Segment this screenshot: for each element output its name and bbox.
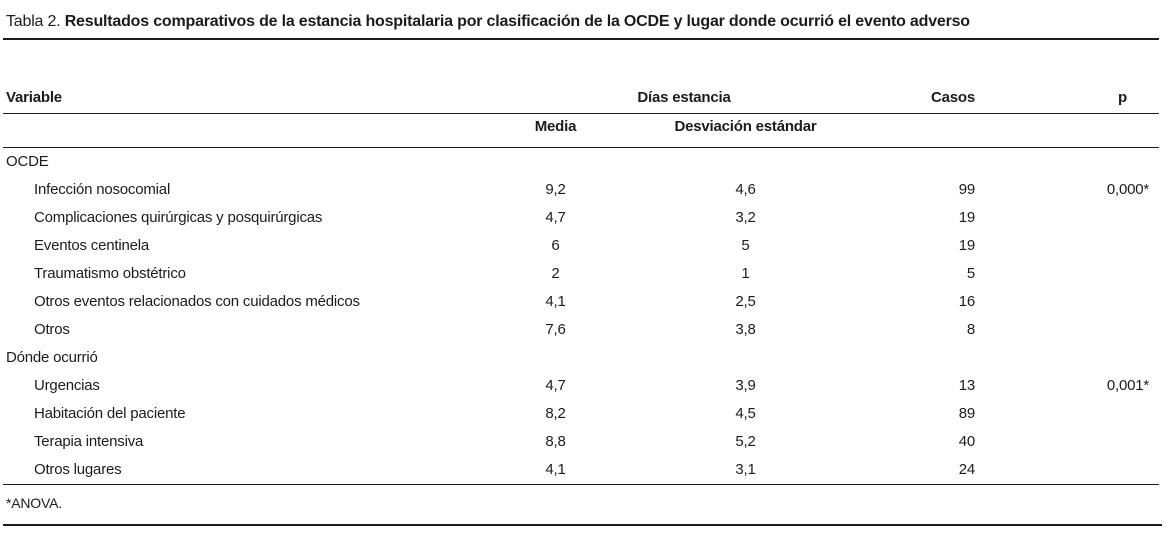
cell-sd: 5,2 bbox=[735, 433, 756, 450]
table-row: Urgencias 4,7 3,9 13 0,001* bbox=[3, 372, 1159, 400]
cell-casos: 99 bbox=[958, 181, 976, 198]
table-caption: Tabla 2. Resultados comparativos de la e… bbox=[3, 0, 1159, 40]
table-row: Habitación del paciente 8,2 4,5 89 bbox=[3, 400, 1159, 428]
cell-sd: 3,1 bbox=[603, 456, 889, 485]
cell-casos: 19 bbox=[958, 209, 976, 226]
cell-media: 7,6 bbox=[545, 321, 566, 338]
column-header-desviacion: Desviación estándar bbox=[603, 113, 889, 148]
cell-sd: 1 bbox=[741, 265, 750, 282]
table-title: Resultados comparativos de la estancia h… bbox=[64, 13, 970, 30]
header-spacer bbox=[3, 113, 508, 148]
header-row-sub: Media Desviación estándar bbox=[3, 113, 1160, 148]
cell-casos: 40 bbox=[958, 433, 976, 450]
column-header-dias-estancia: Días estancia bbox=[508, 40, 889, 114]
cell-casos: 19 bbox=[958, 237, 976, 254]
table-group-row: OCDE bbox=[3, 148, 1159, 177]
table-row: Otros 7,6 3,8 8 bbox=[3, 316, 1159, 344]
cell-media: 2 bbox=[551, 265, 560, 282]
table-number: Tabla 2. bbox=[6, 13, 61, 30]
results-table: Variable Días estancia Casos p Media Des… bbox=[3, 40, 1160, 485]
column-header-casos: Casos bbox=[888, 40, 979, 114]
column-header-media: Media bbox=[508, 113, 603, 148]
cell-casos: 16 bbox=[958, 293, 976, 310]
header-row-top: Variable Días estancia Casos p bbox=[3, 40, 1160, 114]
cell-casos: 5 bbox=[966, 265, 976, 282]
cell-p bbox=[978, 428, 1159, 456]
cell-sd: 5 bbox=[741, 237, 750, 254]
group-label: OCDE bbox=[6, 153, 49, 170]
cell-media: 4,7 bbox=[545, 377, 566, 394]
cell-p bbox=[978, 400, 1159, 428]
table-footnote: *ANOVA. bbox=[3, 485, 1162, 526]
cell-variable: Complicaciones quirúrgicas y posquirúrgi… bbox=[34, 209, 323, 226]
cell-p bbox=[978, 456, 1160, 485]
cell-p bbox=[978, 260, 1159, 288]
cell-casos: 13 bbox=[958, 377, 976, 394]
header-spacer bbox=[978, 113, 1160, 148]
cell-media: 6 bbox=[551, 237, 560, 254]
cell-variable: Otros lugares bbox=[3, 456, 508, 485]
cell-casos: 24 bbox=[888, 456, 979, 485]
cell-variable: Otros bbox=[34, 321, 70, 338]
table-row: Traumatismo obstétrico 2 1 5 bbox=[3, 260, 1159, 288]
table-body: OCDE Infección nosocomial 9,2 4,6 99 0,000* Co… bbox=[3, 148, 1160, 485]
cell-p: 0,000* bbox=[1106, 181, 1150, 198]
table-row: Complicaciones quirúrgicas y posquirúrgi… bbox=[3, 204, 1159, 232]
cell-casos: 89 bbox=[958, 405, 976, 422]
cell-sd: 3,8 bbox=[735, 321, 756, 338]
table-header: Variable Días estancia Casos p Media Des… bbox=[3, 40, 1160, 148]
cell-variable: Habitación del paciente bbox=[34, 405, 186, 422]
table-row: Otros eventos relacionados con cuidados … bbox=[3, 288, 1159, 316]
cell-media: 4,7 bbox=[545, 209, 566, 226]
cell-sd: 2,5 bbox=[735, 293, 756, 310]
column-header-p: p bbox=[978, 40, 1160, 114]
table-group-row: Dónde ocurrió bbox=[3, 344, 1159, 372]
cell-variable: Urgencias bbox=[34, 377, 100, 394]
table-row: Infección nosocomial 9,2 4,6 99 0,000* bbox=[3, 176, 1159, 204]
cell-sd: 3,2 bbox=[735, 209, 756, 226]
cell-media: 4,1 bbox=[508, 456, 603, 485]
cell-casos: 8 bbox=[966, 321, 976, 338]
cell-variable: Terapia intensiva bbox=[34, 433, 144, 450]
cell-media: 8,8 bbox=[545, 433, 566, 450]
cell-media: 8,2 bbox=[545, 405, 566, 422]
cell-p bbox=[978, 232, 1159, 260]
table-row: Eventos centinela 6 5 19 bbox=[3, 232, 1159, 260]
cell-sd: 4,5 bbox=[735, 405, 756, 422]
cell-variable: Eventos centinela bbox=[34, 237, 150, 254]
column-header-variable: Variable bbox=[3, 40, 508, 114]
cell-p bbox=[978, 288, 1159, 316]
cell-sd: 3,9 bbox=[735, 377, 756, 394]
cell-variable: Traumatismo obstétrico bbox=[34, 265, 186, 282]
table-row: Otros lugares 4,1 3,1 24 bbox=[3, 456, 1160, 485]
cell-p bbox=[978, 316, 1159, 344]
cell-p: 0,001* bbox=[1106, 377, 1150, 394]
cell-variable: Infección nosocomial bbox=[34, 181, 171, 198]
cell-variable: Otros eventos relacionados con cuidados … bbox=[34, 293, 360, 310]
cell-p bbox=[978, 204, 1159, 232]
group-label: Dónde ocurrió bbox=[6, 349, 98, 366]
header-spacer bbox=[888, 113, 979, 148]
table-row: Terapia intensiva 8,8 5,2 40 bbox=[3, 428, 1159, 456]
cell-sd: 4,6 bbox=[735, 181, 756, 198]
cell-media: 9,2 bbox=[545, 181, 566, 198]
cell-media: 4,1 bbox=[545, 293, 566, 310]
